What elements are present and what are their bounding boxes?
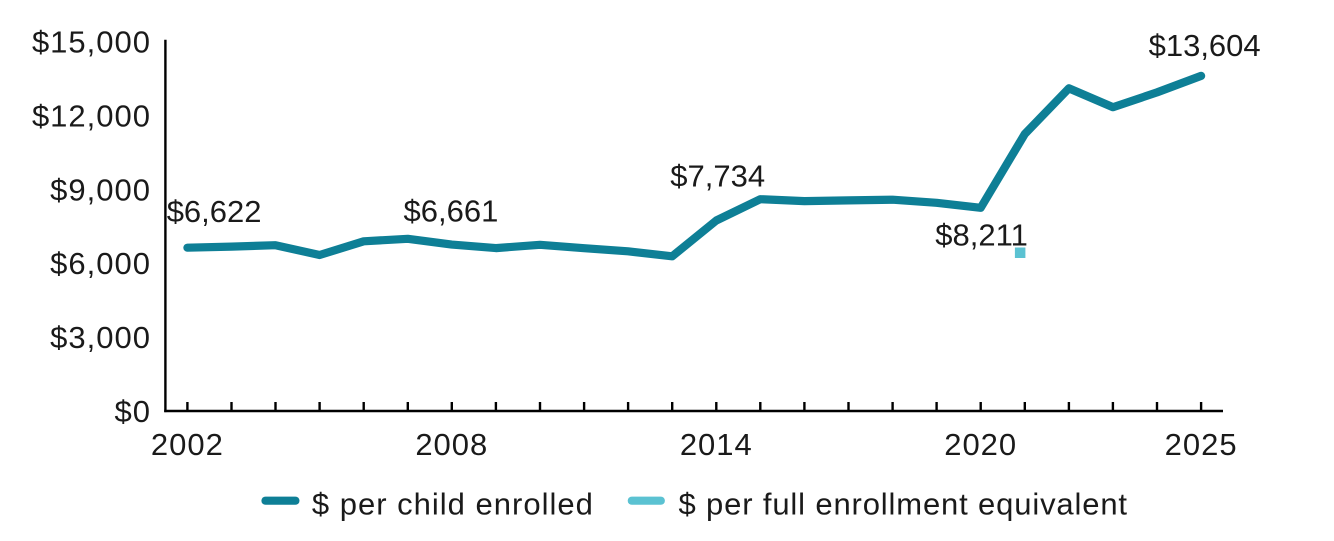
svg-text:2014: 2014 [680, 427, 753, 462]
svg-text:$6,000: $6,000 [50, 246, 151, 281]
svg-text:2002: 2002 [151, 427, 224, 462]
svg-text:$ per full enrollment equivale: $ per full enrollment equivalent [679, 486, 1128, 521]
svg-text:$0: $0 [115, 394, 151, 429]
svg-text:$ per child enrolled: $ per child enrolled [312, 486, 594, 521]
svg-text:2008: 2008 [415, 427, 488, 462]
svg-text:$6,622: $6,622 [167, 194, 262, 229]
svg-text:2020: 2020 [944, 427, 1017, 462]
svg-text:$8,211: $8,211 [935, 218, 1028, 253]
svg-text:$7,734: $7,734 [670, 159, 765, 194]
svg-text:$15,000: $15,000 [32, 25, 151, 60]
svg-text:$3,000: $3,000 [50, 320, 151, 355]
svg-text:2025: 2025 [1165, 427, 1238, 462]
svg-text:$6,661: $6,661 [404, 194, 499, 229]
svg-text:$12,000: $12,000 [32, 98, 151, 133]
svg-text:$9,000: $9,000 [50, 172, 151, 207]
svg-text:$13,604: $13,604 [1149, 28, 1261, 63]
